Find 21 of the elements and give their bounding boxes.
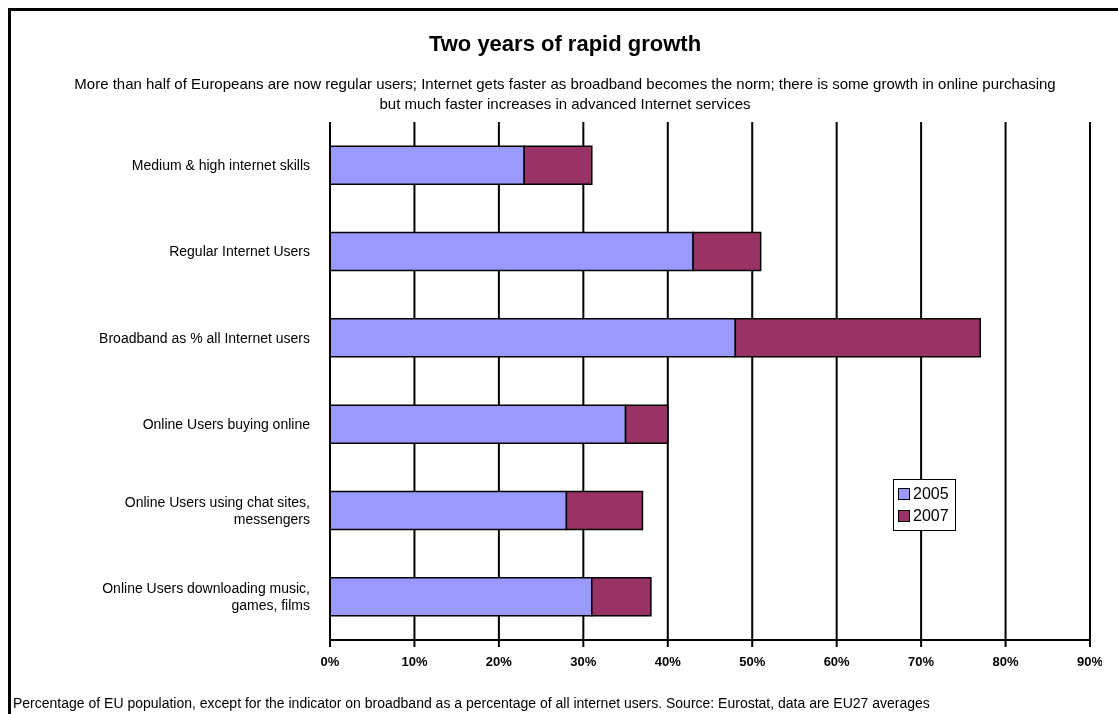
text: Percentage of EU population, except for the indicator on broadband as a percentage of all internet users. Source: Eurostat, data are EU27 averages — [13, 695, 930, 711]
y-tick-label: Broadband as % all Internet users — [99, 329, 310, 346]
x-tick-label: 30% — [570, 654, 597, 670]
y-tick-label: Online Users buying online — [142, 416, 311, 433]
legend-label: 2007 — [913, 506, 949, 526]
x-tick-label: 40% — [654, 654, 682, 670]
x-tick-label: 90% — [1076, 654, 1104, 670]
x-tick-label: 70% — [908, 654, 935, 670]
x-tick-label: 50% — [739, 654, 766, 670]
chart-subtitle: More than half of Europeans are now regular users; Internet gets faster as broadband becomes the norm; there is some growth in online purchasing but much faster increases in advanced Internet services — [73, 74, 1057, 114]
x-tick-label: 20% — [485, 654, 513, 670]
y-tick-label: Medium & high internet skills — [131, 157, 310, 174]
x-tick-label: 10% — [401, 654, 428, 670]
x-tick-label: 80% — [992, 654, 1019, 670]
y-tick-label: Online Users using chat sites, messengers — [124, 493, 310, 527]
chart-title: Two years of rapid growth — [427, 31, 703, 57]
legend-label: 2005 — [913, 484, 949, 504]
x-tick-label: 0% — [320, 654, 340, 670]
y-tick-label: Regular Internet Users — [169, 243, 310, 260]
x-tick-label: 60% — [823, 654, 851, 670]
y-tick-label: Online Users downloading music, games, films — [102, 580, 310, 614]
